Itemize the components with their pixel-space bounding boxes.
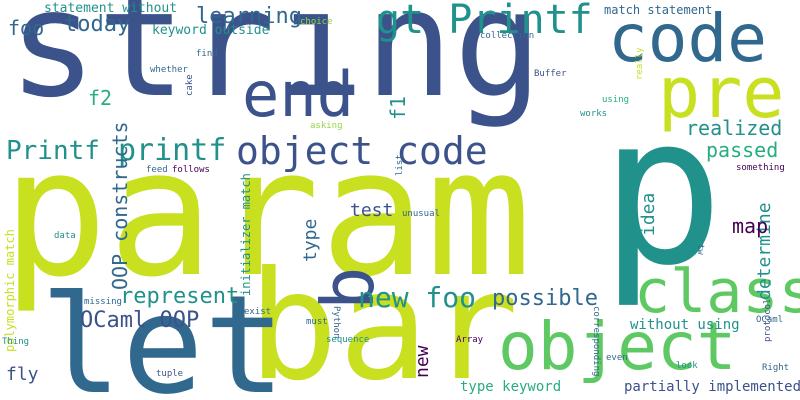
word-test: test — [350, 200, 394, 221]
word-thing: Thing — [2, 337, 30, 347]
word-without-using: without using — [630, 317, 740, 333]
word-pre: pre — [658, 52, 785, 134]
word-tuple: tuple — [156, 369, 184, 379]
word-keyword-outside: keyword outside — [152, 23, 270, 38]
word-right: Right — [762, 363, 790, 373]
word-type: type — [300, 218, 321, 262]
word-ocaml-oop: OCaml OOP — [80, 308, 200, 333]
word-end: end — [242, 58, 354, 131]
word-cake: cake — [185, 74, 195, 96]
word-must: must — [306, 317, 328, 327]
word-choice: choice — [300, 17, 333, 27]
word-object: object — [498, 308, 737, 385]
word-bar: bar — [248, 240, 519, 400]
word-follows: follows — [172, 165, 210, 175]
word-gt-printf: gt Printf — [376, 0, 593, 43]
word-whether: whether — [150, 65, 188, 75]
word-possible: possible — [492, 286, 598, 311]
word-polymorphic-match: polymorphic match — [3, 229, 17, 352]
word-unusual: unusual — [402, 209, 440, 219]
word-buffer: Buffer — [534, 69, 567, 79]
word-python: Python — [331, 306, 341, 339]
word-look: look — [676, 361, 698, 371]
word-really: really — [635, 47, 645, 80]
word-collection: collection — [480, 31, 535, 41]
word-foo: foo — [8, 16, 45, 40]
word-fly: fly — [6, 364, 39, 385]
word-idea: idea — [638, 192, 659, 236]
word-let: let — [40, 267, 286, 400]
word-f2: f2 — [88, 86, 113, 110]
word-realized: realized — [686, 116, 783, 140]
word-initializer-match: initializer match — [239, 173, 253, 296]
word-match-statement: match statement — [604, 3, 713, 17]
word-passed: passed — [706, 138, 779, 162]
word-partially-implemented: partially implemented — [624, 379, 800, 395]
word-missing: missing — [84, 297, 122, 307]
word-f1: f1 — [386, 95, 410, 120]
word-oop-constructs: OOP constructs — [108, 121, 132, 290]
word-string: string — [8, 0, 543, 130]
word-even: even — [606, 353, 628, 363]
word-p: p — [600, 71, 725, 311]
word-code: code — [608, 0, 767, 77]
word-find: find — [196, 49, 218, 59]
word-asking: asking — [310, 121, 343, 131]
word-represent: represent — [120, 284, 240, 309]
word-ocaml: OCaml — [756, 315, 784, 325]
word-printf-cap: Printf — [6, 136, 100, 166]
word-sequence: sequence — [326, 335, 370, 345]
word-map: map — [732, 214, 769, 238]
word-new: new — [412, 345, 433, 378]
word-something: something — [736, 163, 785, 173]
word-learning: learning — [196, 4, 302, 29]
word-feed: feed — [146, 165, 168, 175]
word-new-foo: new foo — [358, 281, 477, 314]
word-printf: printf — [118, 133, 227, 168]
word-today: today — [64, 12, 131, 37]
word-data: data — [54, 231, 76, 241]
word-type-keyword: type keyword — [460, 379, 562, 395]
word-list: list — [395, 154, 405, 176]
word-corresponding: corresponding — [591, 306, 601, 377]
word-class: class — [634, 257, 800, 327]
word-statement-without: statement without — [44, 1, 178, 16]
word-using: using — [602, 95, 630, 105]
word-param: param — [2, 111, 532, 316]
word-exist: exist — [244, 307, 272, 317]
word-array: Array — [456, 335, 484, 345]
word-object-code: object code — [236, 129, 488, 173]
word-works: works — [580, 109, 608, 119]
word-tw: tw — [695, 244, 705, 255]
